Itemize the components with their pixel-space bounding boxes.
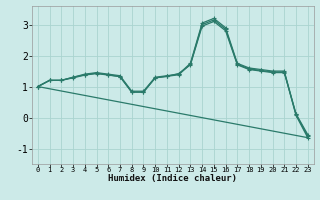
X-axis label: Humidex (Indice chaleur): Humidex (Indice chaleur) <box>108 174 237 183</box>
